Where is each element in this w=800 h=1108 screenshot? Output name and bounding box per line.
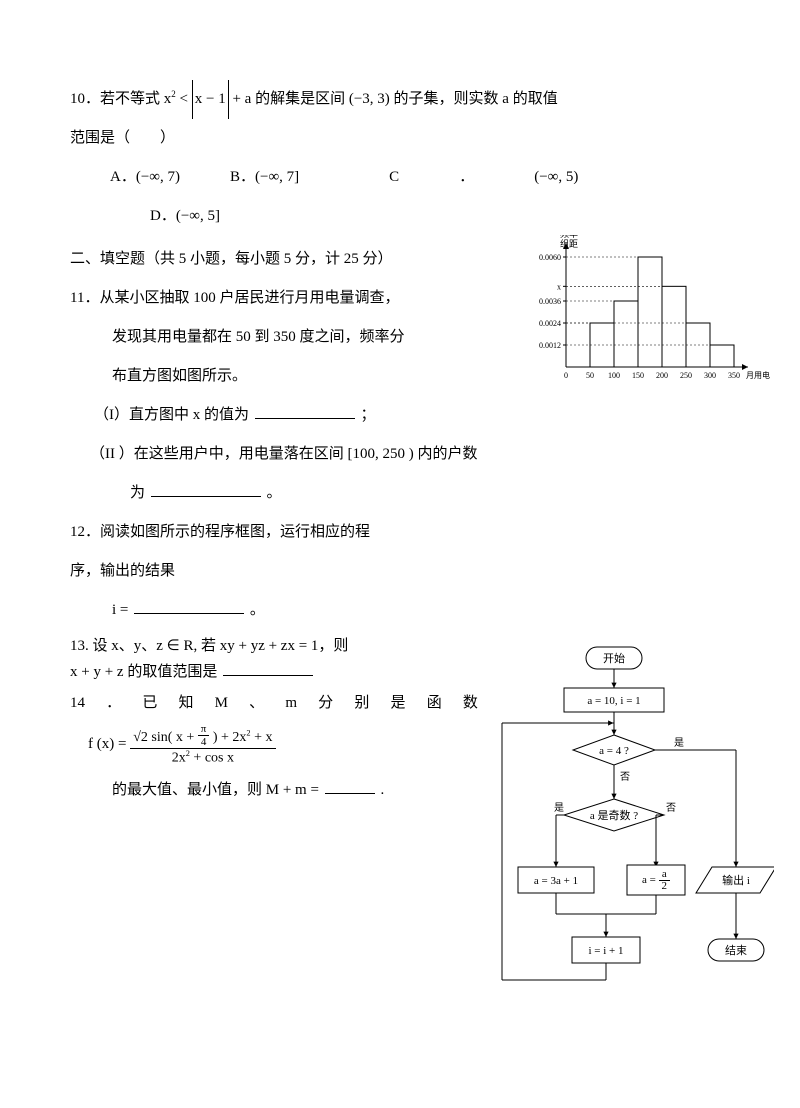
q13-line2: x + y + z 的取值范围是 xyxy=(70,660,490,686)
question-12: 12．阅读如图所示的程序框图，运行相应的程 序，输出的结果 i = 。 xyxy=(70,513,490,630)
q11-line3: 布直方图如图所示。 xyxy=(112,357,500,396)
svg-text:0.0036: 0.0036 xyxy=(539,297,561,306)
svg-text:否: 否 xyxy=(666,802,676,814)
svg-text:月用电量/度: 月用电量/度 xyxy=(746,370,770,380)
q14-c0: 14 xyxy=(70,691,85,717)
q10-optC: (−∞, 5) xyxy=(534,158,578,197)
q14-last: 的最大值、最小值，则 M + m = . xyxy=(112,772,490,808)
svg-text:i = i + 1: i = i + 1 xyxy=(588,945,623,957)
q14-c3: 知 xyxy=(179,691,194,717)
q12-line1: 12．阅读如图所示的程序框图，运行相应的程 xyxy=(70,513,490,552)
svg-text:是: 是 xyxy=(674,737,684,749)
svg-text:0: 0 xyxy=(564,371,568,380)
question-13: 13. 设 x、y、z ∈ R, 若 xy + yz + zx = 1，则 x … xyxy=(70,634,490,685)
question-14: 14 ． 已 知 M 、 m 分 别 是 函 数 f (x) = √2 sin(… xyxy=(70,691,490,808)
blank xyxy=(223,663,313,676)
q14-c4: M xyxy=(215,691,228,717)
q10-optC-label: C xyxy=(389,158,399,197)
blank xyxy=(255,406,355,419)
svg-text:350: 350 xyxy=(728,371,740,380)
svg-text:250: 250 xyxy=(680,371,692,380)
q10-options: A．(−∞, 7) B．(−∞, 7] C ． (−∞, 5) xyxy=(110,158,730,197)
svg-text:a = 3a + 1: a = 3a + 1 xyxy=(534,875,578,887)
blank xyxy=(134,601,244,614)
q14-c5: 、 xyxy=(249,691,264,717)
q13-line1: 13. 设 x、y、z ∈ R, 若 xy + yz + zx = 1，则 xyxy=(70,634,490,660)
svg-text:否: 否 xyxy=(620,771,630,783)
q14-c11: 数 xyxy=(463,691,478,717)
q12-line2: 序，输出的结果 xyxy=(70,552,490,591)
svg-text:结束: 结束 xyxy=(725,944,747,957)
flowchart-svg: 开始a = 10, i = 1a = 4 ?是否a 是奇数 ?是否a = 3a … xyxy=(484,640,774,1060)
q11-line2: 发现其用电量都在 50 到 350 度之间，频率分 xyxy=(112,318,500,357)
q10-line2: 范围是（ ） xyxy=(70,119,730,158)
q10-mid: 的解集是区间 xyxy=(255,91,349,107)
svg-text:150: 150 xyxy=(632,371,644,380)
svg-text:组距: 组距 xyxy=(560,238,578,249)
q11-partI: （I）直方图中 x 的值为 ； xyxy=(94,396,500,435)
svg-text:300: 300 xyxy=(704,371,716,380)
q10-pre: 10．若不等式 xyxy=(70,91,164,107)
question-10: 10．若不等式 x2 < x − 1 + a 的解集是区间 (−3, 3) 的子… xyxy=(70,80,730,236)
q14-c1: ． xyxy=(106,691,121,717)
flowchart-figure: 开始a = 10, i = 1a = 4 ?是否a 是奇数 ?是否a = 3a … xyxy=(484,640,774,1060)
q12-line3: i = 。 xyxy=(112,591,490,630)
svg-text:0.0024: 0.0024 xyxy=(539,319,561,328)
svg-text:a 是奇数 ?: a 是奇数 ? xyxy=(590,809,638,822)
q10-post: 的子集，则实数 a 的取值 xyxy=(394,91,558,107)
q14-fx: f (x) = √2 sin( x + π4 ) + 2x2 + x 2x2 +… xyxy=(88,723,490,766)
svg-text:x: x xyxy=(557,282,561,291)
q10-optB: B．(−∞, 7] xyxy=(230,158,299,197)
svg-text:50: 50 xyxy=(586,371,594,380)
svg-text:a = 10, i = 1: a = 10, i = 1 xyxy=(587,695,640,707)
svg-text:0.0012: 0.0012 xyxy=(539,341,561,350)
q14-c7: 分 xyxy=(318,691,333,717)
q10-math: x2 < x − 1 + a xyxy=(164,91,255,107)
histogram-figure: 频率组距0.0060x0.00360.00240.001205010015020… xyxy=(520,235,770,395)
q10-interval: (−3, 3) xyxy=(349,91,390,107)
q14-c6: m xyxy=(285,691,297,717)
q11-partII: （II ）在这些用户中，用电量落在区间 [100, 250 ) 内的户数 xyxy=(90,435,590,474)
q11-line1: 11．从某小区抽取 100 户居民进行月用电量调查， xyxy=(70,279,500,318)
blank xyxy=(151,484,261,497)
svg-text:100: 100 xyxy=(608,371,620,380)
blank xyxy=(325,781,375,794)
q14-line1: 14 ． 已 知 M 、 m 分 别 是 函 数 xyxy=(70,691,478,717)
q14-c2: 已 xyxy=(142,691,157,717)
svg-text:200: 200 xyxy=(656,371,668,380)
svg-text:输出 i: 输出 i xyxy=(722,873,750,887)
q10-optC-dot: ． xyxy=(459,158,474,197)
svg-text:0.0060: 0.0060 xyxy=(539,253,561,262)
svg-text:是: 是 xyxy=(554,802,564,814)
q10-optD: D．(−∞, 5] xyxy=(150,197,730,236)
question-11: 11．从某小区抽取 100 户居民进行月用电量调查， 发现其用电量都在 50 到… xyxy=(70,279,500,513)
q14-c8: 别 xyxy=(354,691,369,717)
svg-text:开始: 开始 xyxy=(603,651,625,665)
histogram-svg: 频率组距0.0060x0.00360.00240.001205010015020… xyxy=(520,235,770,395)
q14-frac: √2 sin( x + π4 ) + 2x2 + x 2x2 + cos x xyxy=(130,723,275,766)
q14-c9: 是 xyxy=(391,691,406,717)
q11-partII-2: 为 。 xyxy=(130,474,500,513)
q14-c10: 函 xyxy=(427,691,442,717)
q10-optA: A．(−∞, 7) xyxy=(110,158,180,197)
q10-line1: 10．若不等式 x2 < x − 1 + a 的解集是区间 (−3, 3) 的子… xyxy=(70,80,730,119)
svg-text:a = 4 ?: a = 4 ? xyxy=(599,745,629,757)
